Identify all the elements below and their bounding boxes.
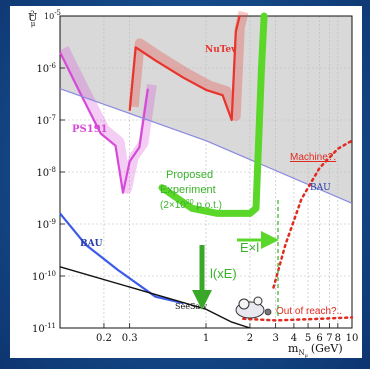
y-tick-label: 10-9 [36, 218, 56, 231]
ps191-label: PS191 [72, 124, 108, 135]
x-tick-label: 0.3 [122, 333, 138, 344]
proposed-label-line2: Experiment [160, 184, 216, 196]
y-axis-ticks: 10-6 10-7 10-8 10-9 10-10 10-11 [32, 62, 65, 335]
exl-label: E×l [240, 240, 259, 255]
seesaw-label: SeeSaw [175, 302, 207, 311]
series-layer [59, 10, 354, 329]
x-tick-label: 4 [291, 333, 297, 344]
series-line [59, 212, 184, 305]
y-tick-label: 10-10 [32, 270, 56, 283]
cartoon-figure [235, 296, 272, 319]
machine-label: Machine?. [290, 152, 336, 163]
x-tick-label: 8 [335, 333, 341, 344]
bau-lower-label: BAU [80, 239, 103, 249]
series-band [59, 46, 157, 194]
series-line [128, 15, 241, 122]
series-band [128, 10, 249, 121]
proposed-label-line3: (2×1020 p.o.t.) [160, 199, 222, 211]
series-line [59, 51, 149, 194]
x-tick-label: 7 [326, 333, 332, 344]
ixe-label: l(xE) [210, 266, 237, 281]
nutev-label: NuTev [205, 45, 237, 55]
series-line [272, 139, 354, 289]
x-tick-label: 3 [272, 333, 278, 344]
y-tick-label: 10-6 [36, 62, 56, 75]
series-line [158, 12, 268, 217]
x-axis-ticks: 0.2 0.3 1 2 3 4 5 6 7 8 10 [96, 323, 358, 344]
x-tick-label: 0.2 [96, 333, 112, 344]
proposed-label-line1: Proposed [166, 169, 213, 181]
x-tick-label: 10 [346, 333, 359, 344]
y-tick-label: 10-11 [32, 322, 56, 335]
x-tick-label: 6 [316, 333, 322, 344]
y-axis-top-label: 10-5 [44, 9, 61, 21]
x-tick-label: 5 [305, 333, 311, 344]
x-axis-label: mNμ(GeV) [288, 342, 343, 359]
y-axis-label: U2 μ [28, 10, 37, 28]
series-line [242, 316, 354, 322]
x-tick-label: 1 [203, 333, 209, 344]
x-tick-label: 2 [247, 333, 253, 344]
series-line [59, 266, 251, 329]
y-tick-label: 10-8 [36, 166, 56, 179]
series-line [59, 88, 353, 204]
bau-upper-label: BAU [310, 183, 331, 193]
out-of-reach-label: Out of reach?.. [276, 306, 342, 317]
y-tick-label: 10-7 [36, 114, 56, 127]
